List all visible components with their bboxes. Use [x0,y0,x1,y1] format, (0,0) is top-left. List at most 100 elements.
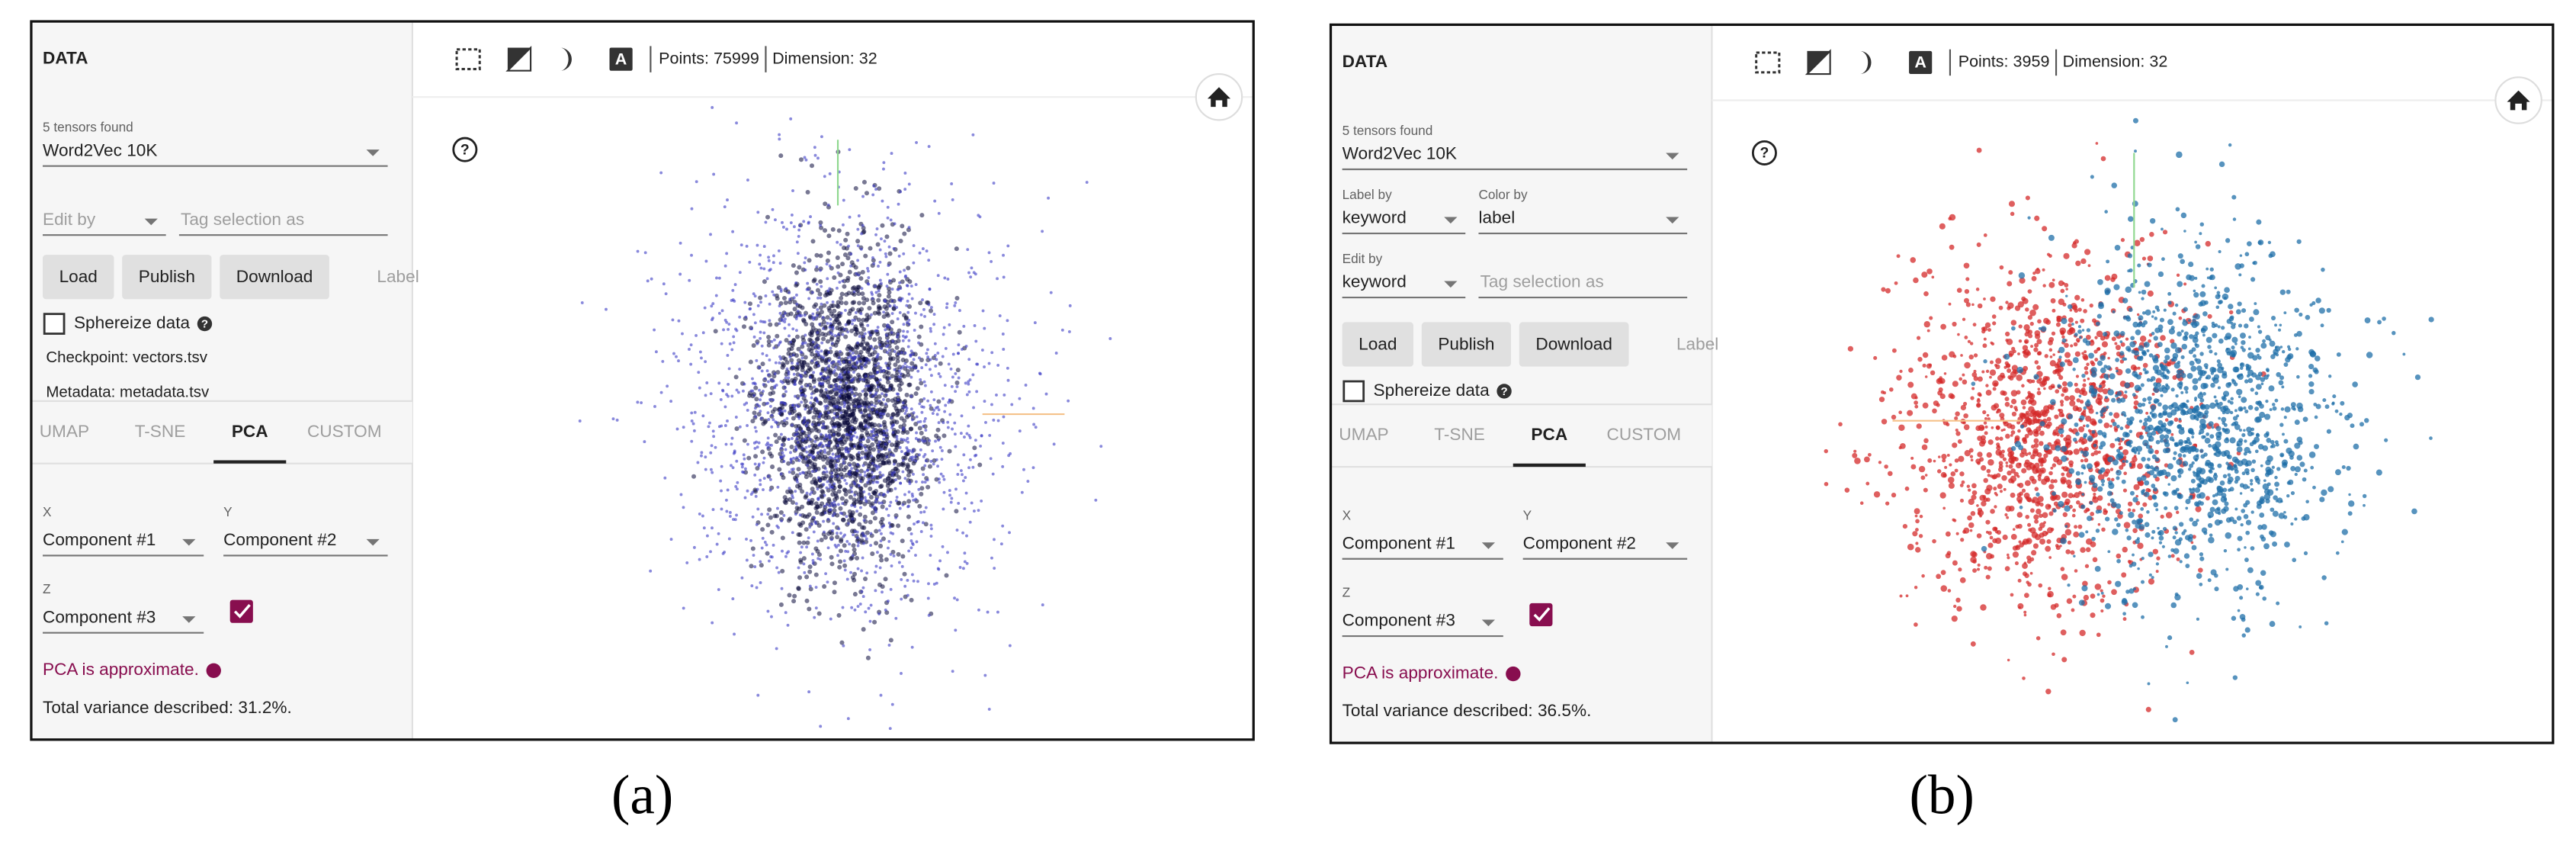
scatter-point [772,379,775,383]
theme-tool[interactable] [560,47,572,71]
sphereize-checkbox[interactable] [43,313,66,335]
scatter-point [2068,317,2074,323]
field-select[interactable]: keyword [1343,272,1407,291]
scatter-point [965,534,968,538]
select-tool[interactable] [455,48,481,71]
dropdown-arrow[interactable] [182,616,196,623]
help-button[interactable] [1751,140,1777,165]
tab[interactable]: CUSTOM [1607,425,1682,444]
dropdown-arrow[interactable] [366,538,380,546]
tab[interactable]: PCA [232,422,268,441]
scatter-point [1968,354,1974,360]
help-icon[interactable] [197,316,213,332]
dropdown-arrow[interactable] [366,149,380,156]
button[interactable] [43,255,114,300]
tensor-select[interactable]: Word2Vec 10K [43,140,157,159]
tag-input[interactable]: Tag selection as [181,210,304,229]
scatter-point [863,332,867,336]
scatter-point [832,500,836,504]
tab[interactable]: CUSTOM [307,422,382,441]
component-select[interactable]: Component #1 [43,530,156,549]
dropdown-arrow[interactable] [182,538,196,546]
dropdown-arrow[interactable] [1666,153,1679,160]
component-select[interactable]: Component #2 [223,530,336,549]
tab[interactable]: UMAP [40,422,89,441]
scatter-point [935,413,939,416]
component-select[interactable]: Component #3 [1343,611,1455,630]
label-tool[interactable] [609,47,633,71]
button[interactable] [1421,322,1512,367]
scatter-point [1986,497,1991,502]
field-select[interactable]: keyword [1343,208,1407,227]
z-checkbox[interactable] [229,599,253,623]
scatter-point [836,532,839,535]
button[interactable] [122,255,212,300]
scatter-point [923,416,927,420]
scatter-point [839,437,843,441]
tensor-select[interactable]: Word2Vec 10K [1343,144,1457,163]
field-select[interactable]: Edit by [43,210,96,229]
tab[interactable]: UMAP [1339,425,1388,444]
scatter-point [841,502,845,506]
scatter-point [942,474,945,478]
sphereize-checkbox[interactable] [1343,380,1365,403]
tab[interactable]: T-SNE [1434,425,1485,444]
dropdown-arrow[interactable] [1666,542,1679,549]
z-checkbox[interactable] [1529,603,1553,627]
scatter-point [758,295,763,300]
scatter-point [878,543,884,548]
scatter-point [798,513,802,517]
component-select[interactable]: Component #2 [1523,533,1636,552]
scatter-point [896,523,901,529]
dropdown-arrow[interactable] [1444,281,1458,288]
scatter-point [733,518,737,522]
button[interactable] [1342,322,1414,367]
scatter-point [823,367,827,371]
scatter-point [1996,445,2001,451]
scatter-point [1914,514,1918,518]
scatter-point [783,300,788,306]
scatter-point [844,308,847,312]
scatter-point [1986,468,1991,474]
help-icon[interactable] [206,663,221,678]
component-select[interactable]: Component #3 [43,607,156,626]
scatter-point [789,221,793,224]
scatter-point [1085,181,1089,184]
scatter-point [705,381,709,384]
scatter-point [868,352,873,358]
scatter-point [867,477,871,481]
tag-input[interactable]: Tag selection as [1480,272,1604,291]
scatter-point [929,374,933,378]
scatter-point [766,411,770,415]
scatter-point [906,473,911,478]
dropdown-arrow[interactable] [1444,217,1458,224]
field-select[interactable]: label [1478,208,1515,227]
dropdown-arrow[interactable] [1666,217,1679,224]
scatter-point [871,193,875,197]
scatter-point [773,384,777,388]
help-icon[interactable] [1497,384,1512,399]
label-tool[interactable] [1909,50,1933,75]
scatter-point [909,455,913,459]
select-tool[interactable] [1755,51,1781,74]
dropdown-arrow[interactable] [1481,619,1496,627]
tab[interactable]: T-SNE [135,422,186,441]
dropdown-arrow[interactable] [144,218,158,226]
scatter-point [1067,329,1071,333]
button[interactable] [220,255,329,300]
scatter-point [854,365,858,369]
scatter-point [878,484,884,490]
scatter-point [819,558,823,561]
component-select[interactable]: Component #1 [1343,533,1455,552]
scatter-point [922,419,926,423]
scatter-point [844,450,848,453]
dropdown-arrow[interactable] [1481,542,1496,549]
tab[interactable]: PCA [1531,425,1567,444]
scatter-point [779,472,783,476]
help-icon[interactable] [1506,666,1521,682]
button[interactable] [1519,322,1629,367]
help-button[interactable] [452,137,478,162]
theme-tool[interactable] [1859,50,1872,75]
scatter-point [788,496,793,502]
scatter-point [1891,414,1897,420]
